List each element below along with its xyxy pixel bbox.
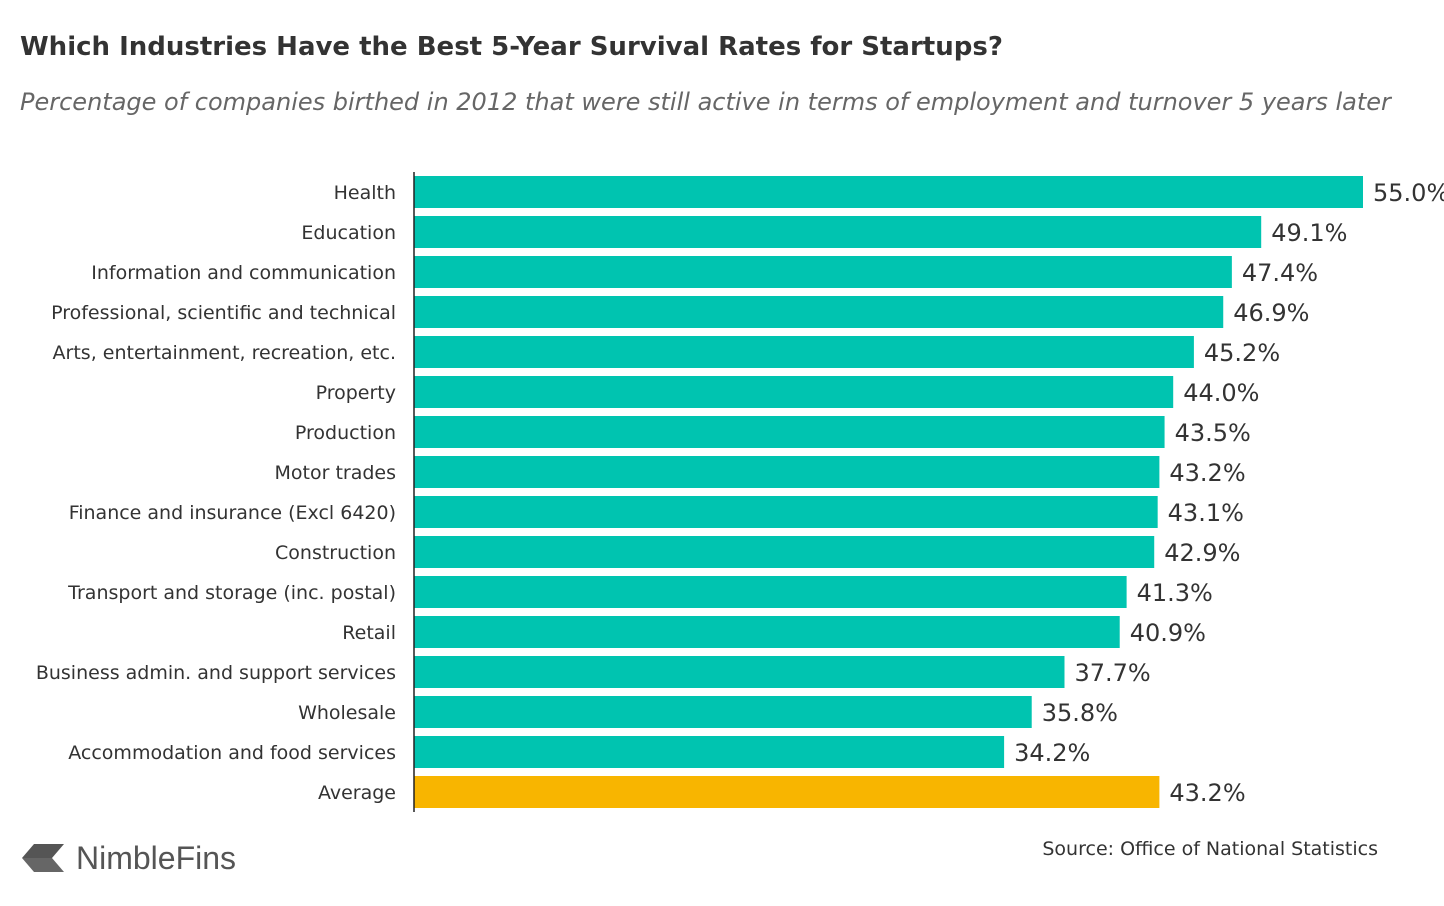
category-label: Health: [334, 182, 396, 204]
category-label: Accommodation and food services: [68, 742, 396, 764]
category-label: Finance and insurance (Excl 6420): [69, 502, 396, 524]
value-label: 43.2%: [1169, 459, 1245, 487]
value-label: 45.2%: [1204, 339, 1280, 367]
value-label: 44.0%: [1183, 379, 1259, 407]
value-label: 55.0%: [1373, 179, 1444, 207]
value-label: 47.4%: [1242, 259, 1318, 287]
chevron-left-logo-icon: [22, 844, 64, 872]
value-label: 43.5%: [1175, 419, 1251, 447]
category-label: Wholesale: [298, 702, 396, 724]
value-label: 49.1%: [1271, 219, 1347, 247]
category-label: Production: [295, 422, 396, 444]
bar: [414, 296, 1224, 328]
category-label: Education: [301, 222, 396, 244]
bar: [414, 496, 1158, 528]
value-label: 46.9%: [1233, 299, 1309, 327]
bar: [414, 456, 1160, 488]
source-note: Source: Office of National Statistics: [1042, 838, 1378, 860]
category-label: Property: [316, 382, 396, 404]
category-label: Motor trades: [275, 462, 397, 484]
bar: [414, 416, 1165, 448]
category-label: Retail: [342, 622, 396, 644]
category-label: Construction: [275, 542, 396, 564]
bar: [414, 736, 1005, 768]
category-label: Transport and storage (inc. postal): [67, 582, 396, 604]
bar: [414, 376, 1174, 408]
value-label: 43.2%: [1169, 779, 1245, 807]
logo: NimbleFins: [20, 838, 236, 878]
bar: [414, 536, 1155, 568]
category-label: Information and communication: [91, 262, 396, 284]
bar: [414, 576, 1127, 608]
bar: [414, 776, 1160, 808]
value-label: 43.1%: [1168, 499, 1244, 527]
bar: [414, 616, 1120, 648]
chart-subtitle: Percentage of companies birthed in 2012 …: [20, 88, 1391, 116]
category-label: Business admin. and support services: [36, 662, 396, 684]
value-label: 34.2%: [1014, 739, 1090, 767]
bar: [414, 176, 1363, 208]
category-label: Arts, entertainment, recreation, etc.: [53, 342, 396, 364]
bar: [414, 336, 1194, 368]
chart-title: Which Industries Have the Best 5-Year Su…: [20, 32, 1003, 62]
bar: [414, 256, 1232, 288]
value-label: 40.9%: [1130, 619, 1206, 647]
value-label: 42.9%: [1164, 539, 1240, 567]
category-label: Professional, scientific and technical: [51, 302, 396, 324]
logo-text: NimbleFins: [76, 839, 237, 876]
value-label: 35.8%: [1042, 699, 1118, 727]
bar: [414, 656, 1065, 688]
value-label: 41.3%: [1137, 579, 1213, 607]
value-label: 37.7%: [1074, 659, 1150, 687]
bar: [414, 216, 1262, 248]
category-label: Average: [318, 782, 396, 804]
bar: [414, 696, 1032, 728]
